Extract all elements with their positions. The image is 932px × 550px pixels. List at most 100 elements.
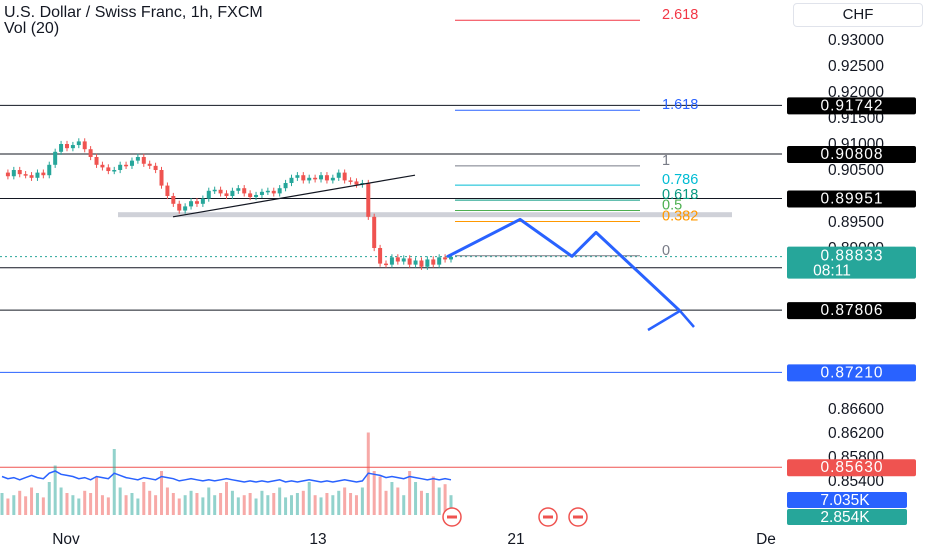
volume-bar	[65, 493, 69, 515]
candle	[265, 190, 270, 193]
candle	[289, 177, 294, 183]
volume-bar	[278, 487, 282, 515]
candle	[425, 259, 430, 267]
volume-bar	[260, 490, 264, 515]
volume-bar	[6, 498, 10, 515]
volume-bar	[183, 495, 187, 515]
candle	[354, 181, 359, 185]
x-tick-label: De	[756, 531, 776, 548]
volume-bar	[307, 482, 311, 515]
projection-path	[446, 217, 682, 313]
volume-ma-line	[1, 470, 452, 483]
price-level-label-2-box	[787, 190, 916, 208]
volume-bar	[189, 490, 193, 515]
candle	[11, 170, 16, 177]
x-tick-label: Nov	[52, 531, 80, 548]
volume-label-1: 2.854K	[820, 509, 870, 526]
candle	[112, 170, 117, 172]
volume-bar	[59, 487, 63, 515]
volume-bar	[100, 495, 104, 515]
fib-label-2.618: 2.618	[662, 7, 698, 23]
candle	[153, 165, 158, 170]
candle	[165, 185, 170, 196]
candle	[319, 175, 324, 180]
volume-bar	[130, 493, 134, 515]
candle	[218, 189, 223, 194]
volume-bar	[35, 493, 39, 515]
candle	[206, 190, 211, 199]
volume-bar	[154, 495, 158, 515]
y-tick-label: 0.86600	[828, 401, 884, 418]
candle	[230, 190, 235, 196]
volume-bar	[284, 497, 288, 515]
candle	[443, 257, 448, 260]
volume-bar	[295, 493, 299, 515]
volume-bar	[12, 495, 16, 515]
candle	[141, 157, 146, 164]
price-level-label-6-box	[787, 459, 916, 477]
volume-bar	[89, 493, 93, 515]
volume-bar	[349, 493, 353, 515]
price-level-label-5: 0.87210	[820, 364, 883, 381]
volume-bar	[53, 465, 57, 515]
volume-bar	[83, 490, 87, 515]
candle	[189, 201, 194, 207]
fib-label-1: 1	[662, 153, 670, 169]
volume-bar	[354, 495, 358, 515]
candle	[330, 177, 335, 181]
volume-bar	[0, 493, 4, 515]
y-tick-label: 0.89500	[828, 214, 884, 231]
volume-label-box-0	[787, 492, 907, 508]
fib-label-0.382: 0.382	[662, 208, 698, 224]
fib-label-0: 0	[662, 243, 670, 259]
candle	[259, 191, 264, 195]
volume-bar	[266, 495, 270, 515]
fib-label-1.618: 1.618	[662, 97, 698, 113]
volume-bar	[160, 471, 164, 515]
fib-label-0.5: 0.5	[662, 198, 682, 214]
volume-bar	[254, 498, 258, 515]
y-tick-label: 0.90500	[828, 162, 884, 179]
volume-bar	[225, 482, 228, 515]
volume-bar	[313, 495, 317, 515]
candle	[100, 164, 105, 168]
candle	[70, 145, 75, 149]
candle	[118, 164, 123, 170]
candle	[147, 163, 152, 166]
y-tick-label: 0.86200	[828, 425, 884, 442]
candle	[183, 206, 188, 211]
candle	[53, 151, 58, 165]
volume-bar	[95, 476, 99, 515]
currency-button[interactable]: CHF	[793, 3, 923, 27]
volume-bar	[171, 493, 175, 515]
volume-bar	[165, 487, 169, 515]
volume-bar	[402, 495, 406, 515]
volume-bar	[213, 495, 217, 515]
candle	[301, 175, 306, 181]
chart-title: U.S. Dollar / Swiss Franc, 1h, FXCM	[4, 4, 263, 21]
candle	[212, 189, 217, 192]
volume-bar	[219, 493, 223, 515]
last-price-box	[787, 246, 916, 279]
volume-indicator-label[interactable]: Vol (20)	[4, 20, 60, 37]
candle	[5, 172, 10, 177]
volume-bar	[437, 487, 441, 515]
candle	[88, 149, 93, 157]
volume-bar	[177, 498, 181, 515]
candle	[236, 188, 241, 191]
y-tick-label: 0.92500	[828, 58, 884, 75]
candle	[135, 157, 140, 161]
volume-bar	[443, 484, 447, 515]
volume-bar	[337, 490, 341, 515]
volume-bar	[41, 497, 45, 515]
volume-bar	[106, 497, 110, 515]
candle	[242, 188, 247, 194]
candle	[449, 256, 453, 260]
candle	[254, 194, 259, 198]
candle	[59, 144, 64, 152]
candle	[307, 177, 312, 181]
candle	[29, 175, 34, 178]
candle	[342, 172, 347, 181]
volume-bar	[47, 482, 51, 515]
